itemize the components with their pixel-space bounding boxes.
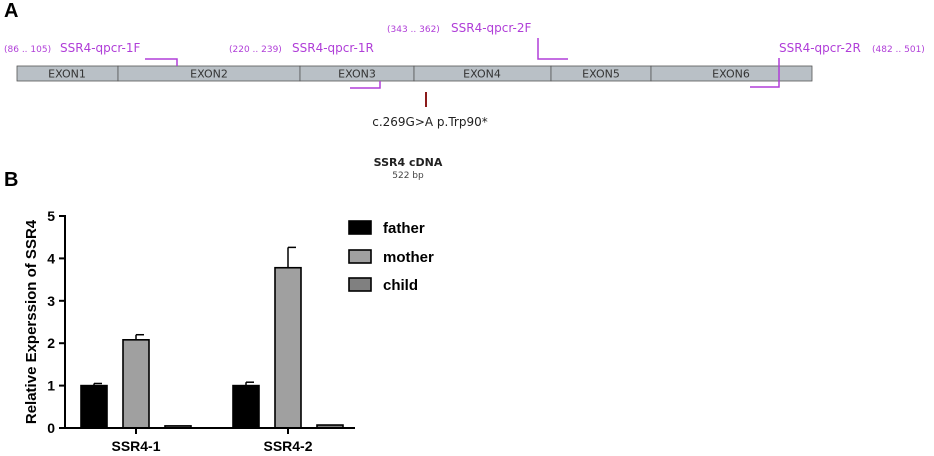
- bar-mother-SSR4-2: [274, 266, 302, 429]
- legend-label-father: father: [383, 220, 425, 237]
- legend-swatch-mother: [348, 249, 372, 264]
- panel-b-label: B: [4, 169, 18, 191]
- mutation: c.269G>A p.Trp90*: [372, 92, 488, 129]
- exon-label-6: EXON6: [712, 68, 750, 81]
- x-tick-labels: SSR4-1 SSR4-2: [111, 428, 313, 454]
- exon-label-5: EXON5: [582, 68, 620, 81]
- y-tick-label: 5: [47, 208, 55, 224]
- primer-2r: SSR4-qpcr-2R (482 .. 501): [750, 41, 925, 88]
- primer-1f-range: (86 .. 105): [4, 45, 51, 55]
- legend-label-child: child: [383, 277, 418, 294]
- legend: father mother child: [348, 220, 434, 294]
- primer-1f-marker: [145, 58, 178, 66]
- y-tick-label: 1: [47, 378, 55, 394]
- exon-map: EXON1 EXON2 EXON3 EXON4 EXON5 EXON6: [16, 65, 813, 82]
- legend-swatch-child: [348, 277, 372, 292]
- primer-2f-name: SSR4-qpcr-2F: [451, 21, 532, 35]
- exon-6: [650, 65, 813, 82]
- bar-mother-SSR4-1: [122, 339, 150, 429]
- bars: [80, 246, 344, 429]
- exon-label-2: EXON2: [190, 68, 228, 81]
- primer-1r-marker: [350, 81, 381, 89]
- primer-1r-range: (220 .. 239): [229, 45, 282, 55]
- y-axis-ticks: 0 1 2 3 4 5: [47, 208, 65, 436]
- primer-1f-name: SSR4-qpcr-1F: [60, 41, 141, 55]
- primer-1f: (86 .. 105) SSR4-qpcr-1F: [4, 41, 178, 66]
- primer-2r-marker: [750, 58, 780, 88]
- bar-father-SSR4-2: [232, 384, 260, 429]
- primer-2f-marker: [537, 38, 568, 60]
- primer-2f-range: (343 .. 362): [387, 25, 440, 35]
- primer-1r: (220 .. 239) SSR4-qpcr-1R: [229, 41, 381, 89]
- panel-a-label: A: [4, 0, 18, 22]
- exon-label-4: EXON4: [463, 68, 501, 81]
- y-axis-title: Relative Experssion of SSR4: [23, 219, 40, 424]
- primer-1r-name: SSR4-qpcr-1R: [292, 41, 374, 55]
- x-tick-label: SSR4-2: [263, 438, 312, 454]
- primer-2r-range: (482 .. 501): [872, 45, 925, 55]
- x-tick-label: SSR4-1: [111, 438, 160, 454]
- bar-chart: 0 1 2 3 4 5 SSR4-1 SSR4-2 Relative Experssion …: [23, 208, 355, 454]
- mutation-label: c.269G>A p.Trp90*: [372, 115, 488, 129]
- primer-2f: (343 .. 362) SSR4-qpcr-2F: [387, 21, 568, 60]
- legend-label-mother: mother: [383, 249, 434, 266]
- y-tick-label: 3: [47, 293, 55, 309]
- primer-2r-name: SSR4-qpcr-2R: [779, 41, 861, 55]
- exon-label-3: EXON3: [338, 68, 376, 81]
- cdna-length: 522 bp: [392, 171, 424, 181]
- y-tick-label: 0: [47, 420, 55, 436]
- legend-swatch-father: [348, 220, 372, 235]
- cdna-title: SSR4 cDNA: [374, 156, 443, 169]
- axes: [64, 215, 355, 429]
- exon-label-1: EXON1: [48, 68, 86, 81]
- bar-father-SSR4-1: [80, 384, 108, 429]
- y-tick-label: 4: [47, 250, 55, 266]
- y-tick-label: 2: [47, 335, 55, 351]
